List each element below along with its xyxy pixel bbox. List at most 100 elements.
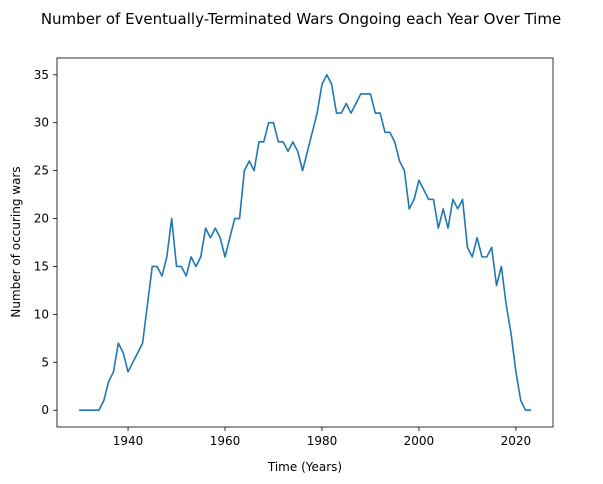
data-point bbox=[413, 198, 415, 200]
data-point bbox=[447, 227, 449, 229]
plot-frame bbox=[56, 57, 554, 428]
data-point bbox=[476, 237, 478, 239]
data-point bbox=[190, 256, 192, 258]
data-point bbox=[88, 409, 90, 411]
data-point bbox=[258, 141, 260, 143]
data-point bbox=[151, 265, 153, 267]
data-point bbox=[520, 400, 522, 402]
data-point bbox=[403, 170, 405, 172]
x-tick-label: 2020 bbox=[501, 434, 532, 448]
data-point bbox=[200, 256, 202, 258]
data-point bbox=[399, 160, 401, 162]
data-point bbox=[127, 371, 129, 373]
data-point bbox=[132, 361, 134, 363]
data-point bbox=[224, 256, 226, 258]
data-point bbox=[374, 112, 376, 114]
data-point bbox=[505, 304, 507, 306]
data-point bbox=[457, 208, 459, 210]
chart-title: Number of Eventually-Terminated Wars Ong… bbox=[41, 10, 561, 28]
data-point bbox=[185, 275, 187, 277]
x-axis: 1940 1960 1980 2000 2020 bbox=[113, 427, 531, 448]
data-point bbox=[360, 93, 362, 95]
data-point bbox=[306, 150, 308, 152]
data-point bbox=[205, 227, 207, 229]
data-point bbox=[287, 150, 289, 152]
data-point bbox=[156, 265, 158, 267]
data-point bbox=[272, 122, 274, 124]
data-point bbox=[142, 342, 144, 344]
data-point bbox=[117, 342, 119, 344]
plot-area bbox=[78, 73, 532, 412]
data-point bbox=[331, 83, 333, 85]
data-point bbox=[122, 352, 124, 354]
x-axis-label: Time (Years) bbox=[267, 460, 342, 474]
y-tick-label: 25 bbox=[34, 164, 49, 178]
x-tick-label: 1980 bbox=[307, 434, 338, 448]
data-point bbox=[496, 285, 498, 287]
y-tick-label: 30 bbox=[34, 116, 49, 130]
data-point bbox=[515, 371, 517, 373]
data-point bbox=[180, 265, 182, 267]
y-tick-label: 10 bbox=[34, 307, 49, 321]
data-point bbox=[248, 160, 250, 162]
data-point bbox=[529, 409, 531, 411]
data-point bbox=[108, 380, 110, 382]
x-tick-label: 2000 bbox=[404, 434, 435, 448]
data-point bbox=[171, 218, 173, 220]
y-tick-label: 5 bbox=[41, 355, 49, 369]
data-point bbox=[408, 208, 410, 210]
data-point bbox=[365, 93, 367, 95]
data-point bbox=[292, 141, 294, 143]
data-point bbox=[137, 352, 139, 354]
y-tick-label: 35 bbox=[34, 68, 49, 82]
data-point bbox=[166, 256, 168, 258]
data-point bbox=[176, 265, 178, 267]
x-tick-label: 1960 bbox=[210, 434, 241, 448]
data-point bbox=[195, 265, 197, 267]
data-point bbox=[112, 371, 114, 373]
data-point bbox=[98, 409, 100, 411]
data-point bbox=[437, 227, 439, 229]
data-point bbox=[253, 170, 255, 172]
data-point bbox=[510, 333, 512, 335]
x-tick-label: 1940 bbox=[113, 434, 144, 448]
data-point bbox=[340, 112, 342, 114]
data-point bbox=[466, 246, 468, 248]
data-point bbox=[491, 246, 493, 248]
data-point bbox=[369, 93, 371, 95]
data-point bbox=[268, 122, 270, 124]
data-point bbox=[146, 304, 148, 306]
data-point bbox=[209, 237, 211, 239]
data-point bbox=[471, 256, 473, 258]
y-tick-label: 0 bbox=[41, 403, 49, 417]
data-point bbox=[350, 112, 352, 114]
data-point bbox=[311, 131, 313, 133]
data-point bbox=[234, 218, 236, 220]
series-line-0 bbox=[78, 73, 532, 412]
data-point bbox=[214, 227, 216, 229]
data-point bbox=[103, 400, 105, 402]
data-point bbox=[394, 141, 396, 143]
data-point bbox=[428, 198, 430, 200]
data-point bbox=[442, 208, 444, 210]
data-point bbox=[277, 141, 279, 143]
data-point bbox=[379, 112, 381, 114]
data-point bbox=[83, 409, 85, 411]
data-point bbox=[93, 409, 95, 411]
data-point bbox=[326, 74, 328, 76]
data-point bbox=[263, 141, 265, 143]
data-point bbox=[219, 237, 221, 239]
data-point bbox=[302, 170, 304, 172]
data-point bbox=[297, 150, 299, 152]
data-point bbox=[500, 265, 502, 267]
data-point bbox=[79, 409, 81, 411]
data-point bbox=[389, 131, 391, 133]
data-point bbox=[462, 198, 464, 200]
data-point bbox=[481, 256, 483, 258]
data-point bbox=[239, 218, 241, 220]
data-point bbox=[321, 83, 323, 85]
data-point bbox=[432, 198, 434, 200]
data-point bbox=[345, 103, 347, 105]
data-point bbox=[336, 112, 338, 114]
